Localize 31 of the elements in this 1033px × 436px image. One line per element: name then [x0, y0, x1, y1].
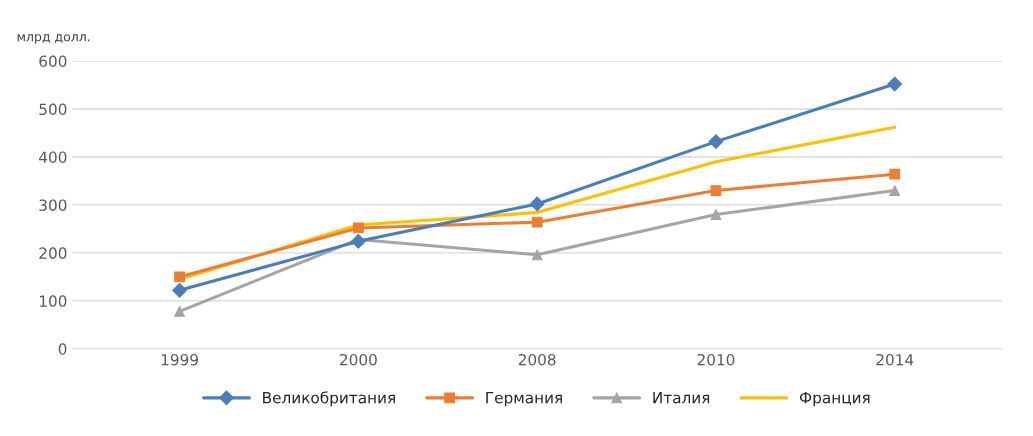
- x-tick-label: 2000: [340, 353, 377, 366]
- point: [889, 185, 901, 196]
- point: [174, 271, 185, 283]
- point: [172, 282, 187, 298]
- x-tick-label: 2014: [876, 353, 914, 366]
- point: [352, 222, 364, 234]
- y-tick-label: 300: [39, 199, 67, 211]
- point: [174, 306, 185, 317]
- y-tick-label: 100: [39, 295, 67, 307]
- legend-label: Германия: [486, 392, 562, 407]
- x-tick-label: 2008: [518, 353, 556, 366]
- point: [889, 168, 901, 180]
- y-axis-title: млрд долл.: [17, 34, 90, 44]
- x-tick-label: 2010: [697, 353, 735, 366]
- y-tick-label: 400: [39, 151, 67, 163]
- point: [350, 233, 366, 249]
- point: [531, 216, 543, 228]
- y-tick-label: 500: [39, 103, 67, 116]
- point: [531, 249, 543, 261]
- legend-label: Италия: [653, 392, 710, 404]
- y-tick-label: 600: [39, 55, 67, 68]
- legend-label: Франция: [799, 392, 870, 407]
- legend-label: Великобритания: [263, 391, 395, 407]
- point: [710, 209, 722, 220]
- point: [529, 196, 545, 212]
- x-tick-label: 1999: [161, 353, 198, 366]
- point: [710, 185, 722, 196]
- point: [708, 134, 724, 150]
- point: [887, 76, 903, 92]
- y-tick-label: 0: [58, 343, 67, 355]
- y-tick-label: 200: [39, 247, 67, 259]
